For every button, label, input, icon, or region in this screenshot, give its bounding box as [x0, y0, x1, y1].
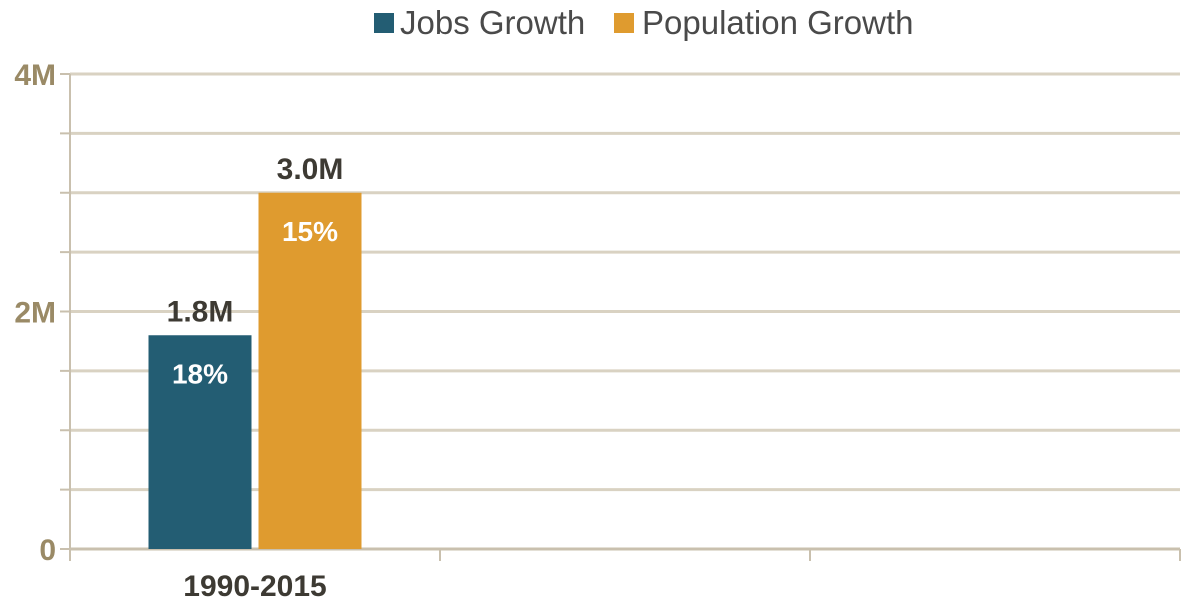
legend-item-jobs-growth[interactable]: Jobs Growth [374, 4, 585, 41]
legend: Jobs Growth Population Growth [374, 4, 914, 41]
legend-item-population-growth[interactable]: Population Growth [614, 4, 914, 41]
legend-label-jobs-growth: Jobs Growth [400, 4, 585, 41]
x-axis-labels: 1990-2015 [183, 570, 326, 603]
legend-swatch-jobs-growth [374, 13, 394, 33]
data-label-percent: 15% [282, 216, 338, 247]
legend-label-population-growth: Population Growth [642, 4, 914, 41]
x-category-label: 1990-2015 [183, 570, 326, 603]
legend-swatch-population-growth [614, 13, 634, 33]
y-tick-label: 2M [14, 297, 56, 330]
gridlines [70, 72, 1180, 492]
y-tick-label: 4M [14, 59, 56, 92]
data-label-value: 1.8M [167, 295, 234, 328]
bar-jobs-growth[interactable] [148, 335, 252, 549]
y-axis-ticks: 0 2M 4M [14, 59, 56, 567]
bars [148, 192, 362, 549]
data-label-percent: 18% [172, 358, 228, 389]
bar-labels: 1.8M 18% 3.0M 15% [167, 153, 344, 390]
axes [60, 73, 1181, 561]
y-tick-label: 0 [39, 534, 56, 567]
bar-population-growth[interactable] [258, 192, 362, 549]
data-label-value: 3.0M [277, 153, 344, 186]
